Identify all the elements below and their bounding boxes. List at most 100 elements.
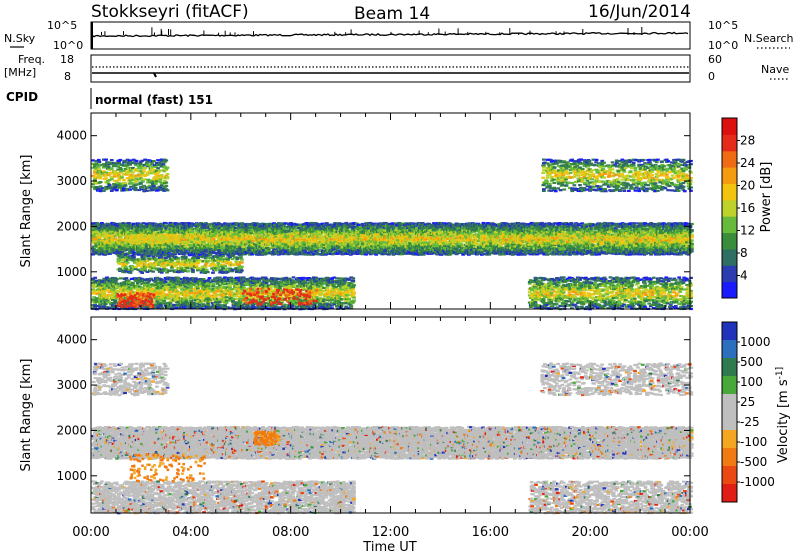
heat-cell xyxy=(296,238,301,241)
heat-cell xyxy=(340,229,345,232)
heat-cell xyxy=(353,242,357,245)
heat-cell xyxy=(218,227,222,230)
heat-cell xyxy=(251,246,256,249)
heat-cell xyxy=(161,251,166,254)
heat-cell xyxy=(311,225,315,229)
heat-cell xyxy=(103,225,108,228)
heat-cell xyxy=(201,239,205,242)
heat-cell xyxy=(98,223,103,226)
cpid-value: normal (fast) 151 xyxy=(95,93,213,107)
heat-cell xyxy=(318,226,323,229)
heat-cell xyxy=(144,231,149,234)
heat-cell xyxy=(197,231,201,234)
heat-cell xyxy=(122,238,127,242)
heat-cell xyxy=(248,233,252,236)
heat-cell xyxy=(269,239,274,242)
heat-cell xyxy=(121,248,126,251)
heat-cell xyxy=(284,247,289,250)
heat-cell xyxy=(250,224,254,227)
heat-cell xyxy=(333,250,338,253)
heat-cell xyxy=(326,236,330,239)
heat-cell xyxy=(329,249,333,252)
nave-tick-low: 0 xyxy=(708,70,715,83)
heat-cell xyxy=(223,237,227,240)
heat-cell xyxy=(217,249,222,252)
heat-cell xyxy=(111,224,115,227)
nsky-line xyxy=(91,31,689,38)
heat-cell xyxy=(212,227,217,230)
heat-cell xyxy=(103,251,108,254)
heat-cell xyxy=(92,240,96,243)
beam-label: Beam 14 xyxy=(354,4,430,24)
heat-cell xyxy=(189,232,193,235)
heat-cell xyxy=(202,224,207,227)
heat-cell xyxy=(185,223,190,226)
heat-cell xyxy=(103,245,108,248)
heat-cell xyxy=(351,226,355,229)
heat-cell xyxy=(122,249,127,252)
heat-cell xyxy=(292,222,297,225)
heat-cell xyxy=(197,224,201,227)
heat-cell xyxy=(217,237,222,240)
heat-cell xyxy=(347,249,352,252)
heat-cell xyxy=(340,242,345,245)
heat-cell xyxy=(287,238,292,241)
heat-cell xyxy=(253,225,257,228)
heat-cell xyxy=(344,221,349,225)
heat-cell xyxy=(209,234,213,237)
heat-cell xyxy=(305,222,310,225)
heat-cell xyxy=(223,251,227,254)
heat-cell xyxy=(200,250,204,253)
heat-cell xyxy=(241,245,246,248)
heat-cell xyxy=(304,251,309,254)
heat-cell xyxy=(335,224,340,227)
heat-cell xyxy=(94,240,99,243)
heat-cell xyxy=(149,253,154,256)
heat-cell xyxy=(160,224,165,227)
heat-cell xyxy=(344,248,349,251)
heat-cell xyxy=(297,250,301,254)
heat-cell xyxy=(237,231,242,234)
heat-cell xyxy=(210,226,215,229)
heat-cell xyxy=(183,245,188,248)
heat-cell xyxy=(265,228,269,231)
heat-cell xyxy=(165,227,170,230)
heat-cell xyxy=(318,231,323,234)
heat-cell xyxy=(351,245,355,248)
heat-cell xyxy=(294,233,299,236)
heat-cell xyxy=(357,245,362,248)
heat-cell xyxy=(360,244,365,247)
heat-cell xyxy=(340,222,345,225)
heat-cell xyxy=(202,245,207,248)
heat-cell xyxy=(166,245,171,248)
heat-cell xyxy=(359,225,363,228)
heat-cell xyxy=(274,229,278,232)
heat-cell xyxy=(387,227,391,230)
freq-unit-label: [MHz] xyxy=(4,66,36,79)
heat-cell xyxy=(183,225,188,228)
heat-cell xyxy=(272,240,276,243)
heat-cell xyxy=(245,229,249,232)
heat-cell xyxy=(298,223,303,226)
heat-cell xyxy=(95,222,100,225)
heat-cell xyxy=(335,242,340,245)
heat-cell xyxy=(93,246,98,249)
heat-cell xyxy=(360,242,365,245)
heat-cell xyxy=(228,243,233,246)
heat-cell xyxy=(98,246,103,249)
heat-cell xyxy=(340,246,345,249)
heat-cell xyxy=(141,241,146,244)
heat-cell xyxy=(127,247,132,250)
heat-cell xyxy=(303,244,308,248)
heat-cell xyxy=(364,235,368,238)
nsearch-label: N.Search xyxy=(744,32,794,45)
heat-cell xyxy=(436,248,441,252)
heat-cell xyxy=(170,229,175,232)
heat-cell xyxy=(177,249,182,252)
heat-cell xyxy=(229,245,234,248)
heat-cell xyxy=(292,230,297,233)
heat-cell xyxy=(290,232,295,235)
heat-cell xyxy=(284,252,289,255)
heat-cell xyxy=(340,237,345,240)
heat-cell xyxy=(294,226,299,229)
